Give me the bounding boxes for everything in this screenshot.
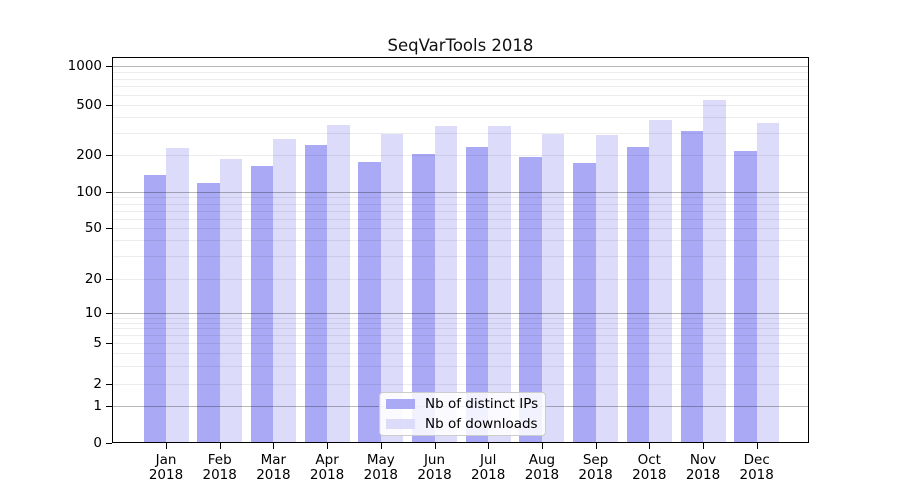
x-tick-mark-dec (756, 443, 758, 449)
x-tick-label-may: May 2018 (363, 452, 398, 483)
legend-swatch-downloads (386, 419, 415, 429)
bar-distinct-ips-apr (304, 145, 328, 443)
y-tick-label-100: 100 (76, 184, 102, 200)
x-tick-label-feb: Feb 2018 (202, 452, 237, 483)
bar-distinct-ips-aug (519, 156, 542, 443)
bar-downloads-nov (703, 99, 726, 443)
gridline-700 (112, 86, 809, 88)
x-tick-label-apr: Apr 2018 (309, 452, 345, 483)
y-tick-label-1: 1 (93, 398, 102, 414)
y-tick-label-20: 20 (84, 271, 102, 287)
gridline-800 (112, 78, 809, 80)
bar-downloads-oct (649, 119, 672, 443)
y-tick-mark-500 (106, 105, 112, 106)
y-tick-label-0: 0 (93, 435, 102, 451)
x-tick-mark-feb (219, 443, 221, 449)
y-tick-mark-50 (106, 228, 112, 229)
bar-downloads-mar (273, 139, 296, 443)
y-tick-label-50: 50 (84, 220, 102, 236)
y-tick-mark-5 (106, 343, 112, 344)
x-tick-label-oct: Oct 2018 (632, 452, 667, 483)
x-tick-label-aug: Aug 2018 (524, 452, 560, 483)
y-tick-mark-10 (106, 313, 112, 314)
x-tick-mark-oct (649, 443, 651, 449)
y-tick-label-1000: 1000 (67, 58, 102, 74)
legend-label-distinct-ips: Nb of distinct IPs (425, 396, 539, 412)
bar-distinct-ips-dec (734, 150, 757, 443)
legend-label-downloads: Nb of downloads (425, 416, 538, 432)
y-tick-mark-200 (106, 155, 112, 156)
y-tick-mark-0 (106, 443, 112, 444)
bar-downloads-aug (541, 134, 565, 443)
y-tick-label-500: 500 (76, 97, 102, 113)
x-tick-mark-mar (273, 443, 275, 449)
bar-downloads-jul (488, 125, 511, 443)
x-tick-label-jan: Jan 2018 (148, 452, 184, 483)
y-tick-label-5: 5 (93, 335, 102, 351)
bar-distinct-ips-jun (412, 154, 435, 443)
bar-downloads-may (380, 133, 404, 443)
bar-distinct-ips-feb (197, 182, 220, 443)
y-tick-mark-1000 (106, 66, 112, 67)
plot-area: Nb of distinct IPs Nb of downloads (112, 57, 809, 443)
x-tick-mark-may (380, 443, 382, 449)
x-tick-mark-nov (703, 443, 704, 449)
x-tick-mark-jul (488, 443, 490, 449)
bar-downloads-dec (756, 122, 780, 443)
gridline-1000 (112, 66, 809, 67)
bar-distinct-ips-jan (143, 175, 166, 443)
gridline-600 (112, 94, 809, 96)
x-tick-label-jul: Jul 2018 (471, 452, 506, 483)
bar-distinct-ips-may (358, 161, 381, 443)
bar-distinct-ips-mar (250, 165, 274, 443)
bar-distinct-ips-jul (465, 146, 489, 443)
bar-distinct-ips-nov (680, 130, 703, 443)
y-tick-label-200: 200 (76, 147, 102, 163)
legend-item-distinct-ips: Nb of distinct IPs (380, 396, 545, 413)
bar-downloads-sep (595, 134, 619, 443)
y-tick-label-2: 2 (93, 376, 102, 392)
x-tick-label-nov: Nov 2018 (685, 452, 721, 483)
chart-title: SeqVarTools 2018 (387, 36, 534, 55)
x-tick-mark-jan (166, 443, 167, 449)
x-tick-mark-aug (541, 443, 543, 449)
bar-downloads-feb (219, 159, 243, 443)
x-tick-mark-apr (327, 443, 329, 449)
gridline-900 (112, 71, 809, 73)
x-tick-label-jun: Jun 2018 (417, 452, 452, 483)
y-tick-mark-100 (106, 192, 112, 193)
bar-downloads-apr (327, 125, 350, 443)
bar-distinct-ips-sep (573, 163, 596, 443)
x-tick-label-sep: Sep 2018 (578, 452, 613, 483)
y-tick-label-10: 10 (84, 305, 102, 321)
bar-distinct-ips-oct (626, 146, 650, 443)
y-tick-mark-2 (106, 384, 112, 385)
x-tick-label-dec: Dec 2018 (739, 452, 774, 483)
legend: Nb of distinct IPs Nb of downloads (379, 392, 546, 436)
bar-downloads-jan (166, 147, 189, 443)
legend-item-downloads: Nb of downloads (380, 416, 545, 433)
legend-swatch-distinct-ips (386, 399, 415, 409)
x-tick-mark-jun (434, 443, 436, 449)
x-tick-label-mar: Mar 2018 (256, 452, 291, 483)
y-tick-mark-1 (106, 406, 112, 407)
bar-downloads-jun (434, 126, 457, 443)
x-tick-mark-sep (595, 443, 597, 449)
y-tick-mark-20 (106, 279, 112, 280)
